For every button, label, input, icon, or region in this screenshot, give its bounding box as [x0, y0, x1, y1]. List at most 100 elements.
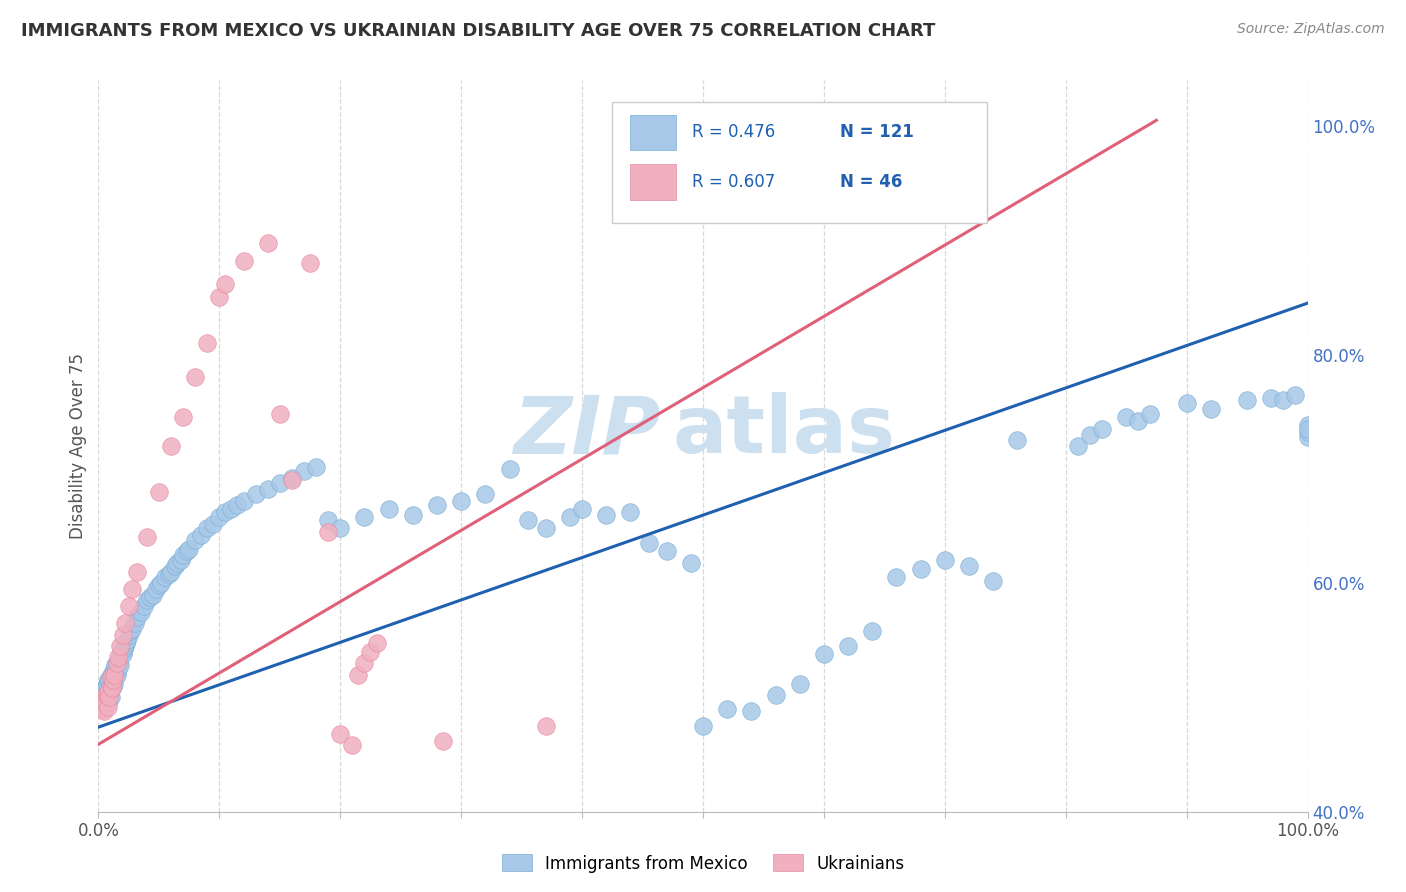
Point	[91, 702, 114, 716]
Bar	[630, 115, 676, 150]
Point	[1199, 402, 1222, 417]
Point	[94, 696, 117, 710]
Point	[619, 505, 641, 519]
Point	[595, 508, 617, 522]
Point	[121, 622, 143, 636]
Point	[1260, 391, 1282, 405]
Point	[150, 576, 173, 591]
Point	[100, 667, 122, 681]
Point	[148, 484, 170, 499]
Point	[98, 690, 121, 705]
Point	[169, 553, 191, 567]
Point	[1236, 393, 1258, 408]
Point	[329, 521, 352, 535]
Point	[104, 658, 127, 673]
Point	[93, 696, 115, 710]
Point	[100, 679, 122, 693]
Point	[93, 704, 115, 718]
Point	[474, 487, 496, 501]
Point	[981, 574, 1004, 588]
Point	[195, 521, 218, 535]
Point	[91, 696, 114, 710]
Point	[558, 509, 581, 524]
Point	[101, 673, 124, 688]
Point	[316, 513, 339, 527]
Point	[101, 679, 124, 693]
Point	[1115, 410, 1137, 425]
Point	[105, 656, 128, 670]
Point	[226, 499, 249, 513]
Point	[97, 696, 120, 710]
Point	[110, 645, 132, 659]
Point	[160, 565, 183, 579]
Point	[450, 841, 472, 855]
Point	[1272, 393, 1295, 408]
Point	[94, 679, 117, 693]
Point	[1296, 425, 1319, 440]
Point	[108, 639, 131, 653]
Point	[134, 599, 156, 613]
Point	[111, 627, 134, 641]
Point	[195, 336, 218, 351]
Text: R = 0.607: R = 0.607	[692, 173, 775, 191]
Point	[118, 599, 141, 613]
Point	[281, 473, 304, 487]
Point	[114, 639, 136, 653]
Point	[114, 616, 136, 631]
Point	[103, 667, 125, 681]
Point	[104, 670, 127, 684]
Point	[160, 439, 183, 453]
Point	[118, 624, 141, 639]
Text: atlas: atlas	[673, 392, 896, 470]
Point	[637, 536, 659, 550]
Point	[957, 559, 980, 574]
Point	[221, 501, 243, 516]
Point	[157, 567, 180, 582]
Point	[1128, 414, 1150, 428]
Point	[142, 588, 165, 602]
Point	[789, 676, 811, 690]
Point	[547, 867, 569, 881]
Point	[692, 719, 714, 733]
Point	[103, 676, 125, 690]
Point	[1296, 422, 1319, 436]
Bar	[630, 164, 676, 200]
Point	[100, 670, 122, 684]
Point	[172, 410, 194, 425]
Point	[360, 645, 382, 659]
Point	[105, 667, 128, 681]
Point	[97, 684, 120, 698]
Point	[1067, 439, 1090, 453]
Legend: Immigrants from Mexico, Ukrainians: Immigrants from Mexico, Ukrainians	[495, 847, 911, 880]
Point	[377, 501, 399, 516]
Point	[1007, 434, 1029, 448]
Point	[115, 635, 138, 649]
Point	[100, 681, 122, 696]
Point	[108, 656, 131, 670]
Point	[96, 676, 118, 690]
Point	[571, 501, 593, 516]
Point	[655, 544, 678, 558]
Point	[166, 556, 188, 570]
Point	[93, 684, 115, 698]
Point	[100, 690, 122, 705]
Point	[98, 688, 121, 702]
Point	[353, 656, 375, 670]
Point	[516, 513, 538, 527]
Point	[716, 702, 738, 716]
Point	[1296, 430, 1319, 444]
Point	[886, 570, 908, 584]
Point	[111, 647, 134, 661]
Point	[208, 509, 231, 524]
Point	[837, 639, 859, 653]
Point	[184, 533, 207, 547]
Point	[208, 290, 231, 304]
Point	[1091, 422, 1114, 436]
Point	[107, 650, 129, 665]
Point	[184, 370, 207, 384]
Point	[121, 582, 143, 596]
Point	[112, 642, 135, 657]
Point	[1078, 427, 1101, 442]
Point	[402, 508, 425, 522]
Text: IMMIGRANTS FROM MEXICO VS UKRAINIAN DISABILITY AGE OVER 75 CORRELATION CHART: IMMIGRANTS FROM MEXICO VS UKRAINIAN DISA…	[21, 22, 935, 40]
